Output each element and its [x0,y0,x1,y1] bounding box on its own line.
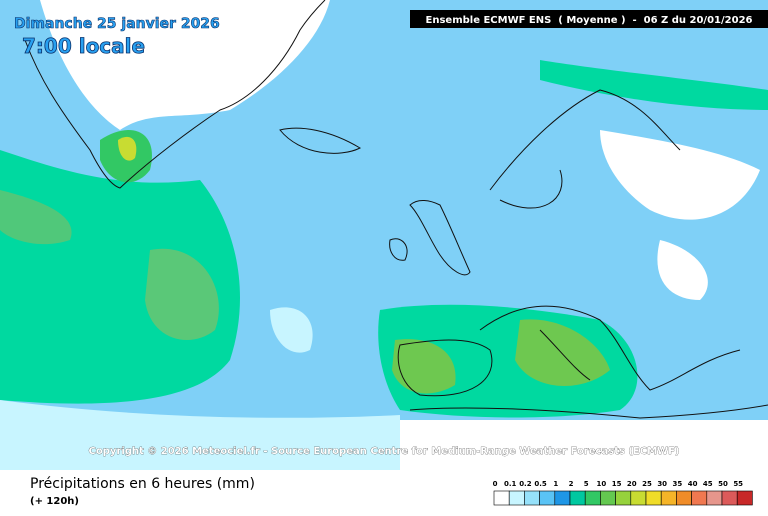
legend-swatch [584,490,601,506]
legend-swatch [600,490,616,506]
footer-lead: (+ 120h) [30,496,79,507]
legend-swatch [706,490,723,506]
legend-label: 0 [493,480,498,488]
map: Dimanche 25 janvier 2026 7:00 locale Ens… [0,0,768,470]
legend-label: 50 [718,480,728,488]
precip-area [515,319,610,387]
legend-swatch [691,490,708,506]
precip-area [145,248,219,340]
copyright: Copyright © 2026 Meteociel.fr - Source E… [89,446,680,457]
coastline [279,127,362,154]
dry-area [40,0,330,130]
legend-swatch [539,490,556,506]
legend-label: 5 [584,480,589,488]
coastline [24,0,326,189]
legend-swatch [493,490,510,506]
legend-swatch [524,490,540,506]
legend-swatch [554,490,571,506]
precip-area [270,307,313,353]
precip-area [0,400,400,470]
legend-swatch [615,490,632,506]
legend-label: 1 [553,480,558,488]
legend-label: 20 [627,480,637,488]
forecast-time: 7:00 locale [22,34,145,58]
precip-area [0,150,240,404]
footer-title: Précipitations en 6 heures (mm) [30,476,255,492]
legend-swatch [676,490,692,506]
legend-label: 10 [597,480,607,488]
legend-swatch [736,490,753,506]
legend-label: 0.1 [504,480,517,488]
legend-label: 55 [733,480,743,488]
legend-label: 30 [657,480,667,488]
legend-label: 15 [612,480,622,488]
legend-label: 25 [642,480,652,488]
precip-area [392,339,456,394]
precip-area [0,190,72,245]
legend: 0 0.1 0.2 0.5 1 2 5 10 15 20 25 30 35 40 45 50 55 [493,480,753,506]
model-banner [410,10,768,28]
legend-label: 0.2 [519,480,532,488]
coastline [397,89,681,397]
coastline [409,305,768,419]
dry-area [600,130,760,220]
model-run: Ensemble ECMWF ENS ( Moyenne ) - 06 Z du… [426,15,753,26]
coastline [389,200,471,276]
precip-area [540,60,768,110]
legend-swatch [508,490,525,506]
legend-swatch [630,490,647,506]
legend-swatch [569,490,586,506]
legend-label: 0.5 [534,480,547,488]
legend-swatch [660,490,677,506]
legend-label: 45 [703,480,713,488]
legend-label: 40 [688,480,698,488]
dry-area [657,240,708,300]
legend-label: 35 [673,480,683,488]
legend-label: 2 [569,480,574,488]
legend-swatch [645,490,662,506]
forecast-date: Dimanche 25 janvier 2026 [14,16,220,32]
legend-swatch [721,490,738,506]
precip-area [118,136,137,161]
